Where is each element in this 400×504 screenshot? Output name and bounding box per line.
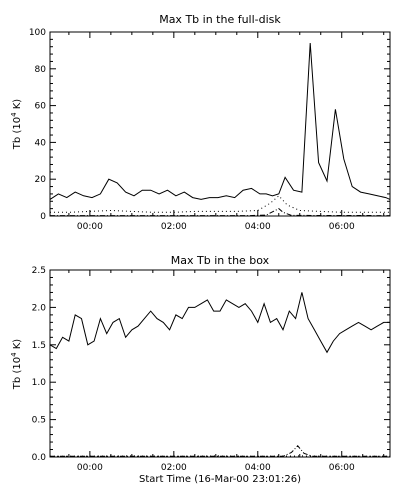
chart-title: Max Tb in the box: [171, 254, 270, 267]
plot-frame: [50, 32, 390, 216]
y-tick-label: 40: [35, 138, 47, 148]
chart-title: Max Tb in the full-disk: [159, 13, 281, 26]
y-tick-label: 1.0: [32, 378, 47, 388]
full-disk-panel: Max Tb in the full-disk Tb (104 K) 00:00…: [10, 13, 390, 232]
x-tick-label: 00:00: [77, 463, 103, 473]
series-line-dashdot: [50, 209, 390, 216]
series-line-solid: [50, 292, 390, 352]
y-tick-label: 60: [35, 102, 47, 112]
x-tick-label: 02:00: [161, 463, 187, 473]
box-panel: Max Tb in the box Tb (104 K) Start Time …: [10, 254, 390, 485]
plot-frame: [50, 270, 390, 457]
y-tick-label: 80: [35, 65, 47, 75]
y-tick-label: 2.0: [32, 303, 47, 313]
series-line-dotted: [50, 196, 390, 213]
y-axis-label: Tb (104 K): [10, 99, 23, 150]
y-tick-label: 20: [35, 175, 47, 185]
series-line-dashdot: [50, 446, 390, 457]
x-tick-label: 04:00: [245, 222, 271, 232]
y-tick-label: 1.5: [32, 341, 46, 351]
y-tick-label: 2.5: [32, 266, 46, 276]
x-axis-label: Start Time (16-Mar-00 23:01:26): [139, 474, 301, 485]
x-tick-label: 06:00: [329, 222, 355, 232]
y-tick-label: 0: [40, 212, 46, 222]
x-tick-label: 00:00: [77, 222, 103, 232]
y-axis-label: Tb (104 K): [10, 339, 23, 390]
y-tick-label: 0.5: [32, 416, 46, 426]
x-tick-label: 02:00: [161, 222, 187, 232]
series-line-solid: [50, 43, 390, 199]
y-tick-label: 100: [29, 28, 46, 38]
x-tick-label: 06:00: [329, 463, 355, 473]
x-tick-label: 04:00: [245, 463, 271, 473]
y-tick-label: 0.0: [32, 453, 47, 463]
